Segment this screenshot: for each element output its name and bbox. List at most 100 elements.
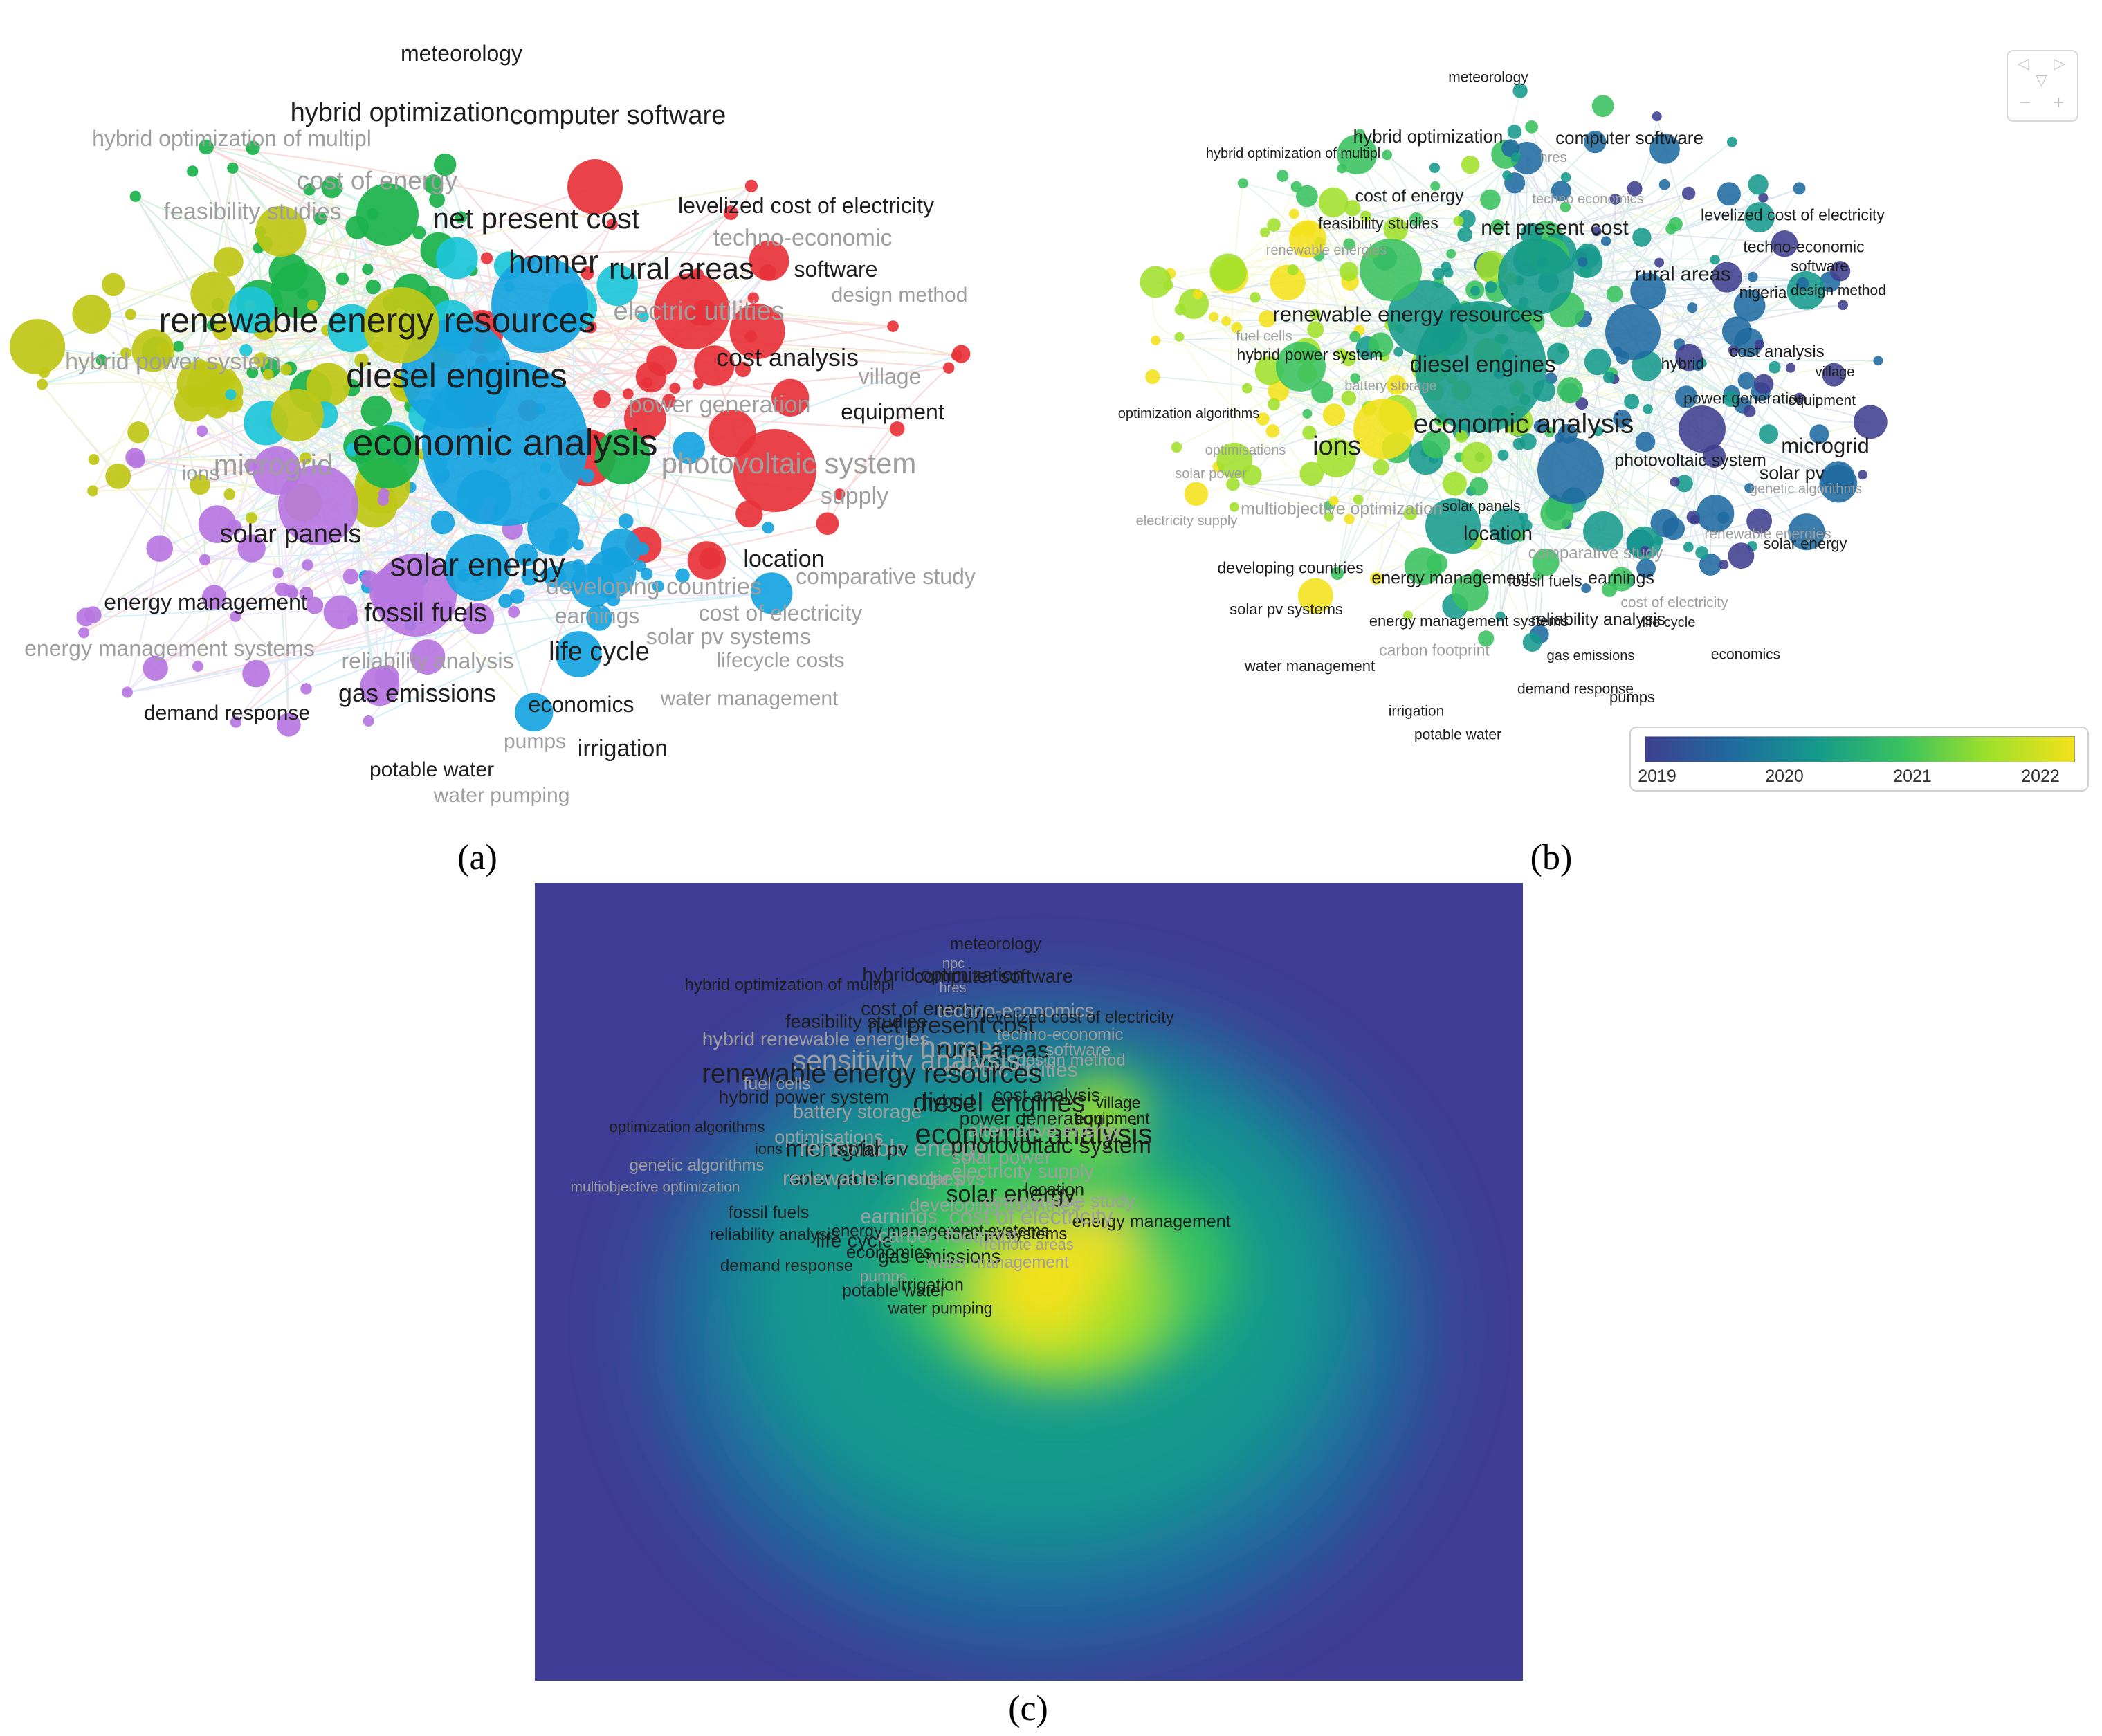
term-label: hybrid optimization: [290, 98, 510, 127]
term-label: location: [1024, 1180, 1085, 1200]
keyword-node: [1560, 201, 1571, 212]
keyword-node: [1490, 219, 1505, 233]
term-label: pumps: [859, 1267, 908, 1286]
term-label: irrigation: [897, 1275, 964, 1295]
keyword-node: [1443, 471, 1467, 496]
keyword-node: [1296, 185, 1318, 208]
zoom-out-icon[interactable]: −: [2019, 94, 2032, 111]
keyword-node: [302, 559, 313, 571]
keyword-node: [1403, 506, 1418, 521]
term-label: fossil fuels: [364, 599, 487, 628]
co-occurrence-link: [529, 250, 769, 262]
co-occurrence-link: [1306, 196, 1437, 445]
co-occurrence-link: [1314, 156, 1517, 358]
co-occurrence-link: [127, 548, 161, 693]
keyword-node: [246, 140, 260, 156]
keyword-node: [1382, 149, 1393, 161]
keyword-node: [128, 452, 145, 469]
term-label: solar panels: [219, 520, 362, 549]
co-occurrence-link: [1365, 216, 1800, 399]
keyword-node: [201, 585, 227, 610]
keyword-node: [1692, 359, 1704, 372]
keyword-node: [622, 388, 634, 400]
keyword-node: [127, 421, 149, 444]
term-label: renewable energies: [783, 1167, 964, 1190]
term-label: comparative study: [796, 564, 976, 589]
keyword-node: [1674, 385, 1698, 408]
zoom-in-icon[interactable]: +: [2052, 94, 2065, 111]
keyword-node: [733, 429, 816, 512]
keyword-node: [662, 394, 676, 408]
term-label: demand response: [143, 702, 311, 724]
co-occurrence-link: [1365, 216, 1468, 220]
keyword-node: [1209, 311, 1219, 322]
keyword-node: [87, 485, 99, 497]
term-label: rural areas: [936, 1037, 1050, 1063]
term-label: cost of electricity: [949, 1204, 1113, 1229]
term-label: nigeria: [969, 1053, 1021, 1073]
keyword-node: [1532, 549, 1560, 576]
term-label: reliability analysis: [709, 1225, 839, 1244]
term-label: levelized cost of electricity: [1701, 205, 1885, 224]
keyword-node: [1537, 437, 1604, 504]
term-label: pumps: [1609, 688, 1656, 706]
term-label: electric utilities: [613, 297, 785, 326]
keyword-node: [669, 383, 681, 394]
pan-down-icon[interactable]: ▽: [2036, 72, 2047, 89]
co-occurrence-link: [1587, 188, 1800, 263]
co-occurrence-link: [205, 146, 603, 400]
keyword-node: [1785, 363, 1795, 373]
keyword-node: [675, 568, 690, 583]
term-label: fuel cells: [1236, 328, 1292, 345]
keyword-node: [253, 446, 301, 495]
keyword-node: [1737, 372, 1755, 390]
keyword-node: [1355, 129, 1365, 139]
keyword-node: [1728, 345, 1739, 356]
keyword-node: [1318, 187, 1349, 217]
keyword-node: [581, 266, 594, 280]
keyword-node: [1455, 430, 1468, 443]
zoom-controls[interactable]: ◁ ▷ ▽ − +: [2007, 50, 2078, 122]
term-label: village: [858, 364, 922, 389]
term-label: cost of energy: [1355, 186, 1464, 206]
keyword-node: [1744, 202, 1775, 233]
keyword-node: [1796, 277, 1809, 290]
keyword-node: [1793, 182, 1806, 195]
keyword-node: [1353, 399, 1414, 459]
keyword-node: [723, 205, 738, 220]
term-label: cost analysis: [993, 1084, 1101, 1106]
keyword-node: [1430, 181, 1441, 191]
keyword-node: [412, 226, 426, 239]
term-label: life cycle: [816, 1230, 893, 1252]
keyword-node: [1288, 208, 1299, 219]
term-label: feasibility studies: [1318, 214, 1438, 232]
term-label: energy management systems: [24, 636, 315, 661]
keyword-node: [1140, 266, 1172, 298]
keyword-node: [299, 452, 312, 465]
term-label: earnings: [860, 1205, 938, 1228]
term-label: carbon footprint: [1379, 641, 1490, 659]
term-label: life cycle: [1642, 615, 1696, 630]
term-label: diesel engines: [913, 1088, 1086, 1118]
pan-left-icon[interactable]: ◁: [2018, 55, 2029, 73]
keyword-node: [1461, 155, 1480, 174]
term-label: optimization algorithms: [1117, 406, 1260, 421]
keyword-node: [429, 192, 445, 208]
term-label: net present cost: [1481, 217, 1629, 239]
term-label: homer: [920, 1031, 1003, 1063]
keyword-node: [654, 273, 730, 349]
pan-right-icon[interactable]: ▷: [2054, 55, 2065, 73]
keyword-node: [1457, 227, 1473, 243]
co-occurrence-link: [1544, 304, 1843, 392]
term-label: net present cost: [868, 1012, 1035, 1039]
keyword-node: [1519, 433, 1537, 450]
term-label: demand response: [1517, 681, 1634, 697]
co-occurrence-link: [643, 401, 671, 545]
co-occurrence-link: [1602, 396, 1687, 532]
keyword-node: [1297, 578, 1333, 614]
keyword-node: [212, 320, 233, 341]
keyword-node: [1630, 273, 1666, 309]
keyword-node: [1771, 230, 1798, 257]
keyword-node: [1822, 363, 1846, 387]
keyword-node: [1241, 464, 1262, 486]
